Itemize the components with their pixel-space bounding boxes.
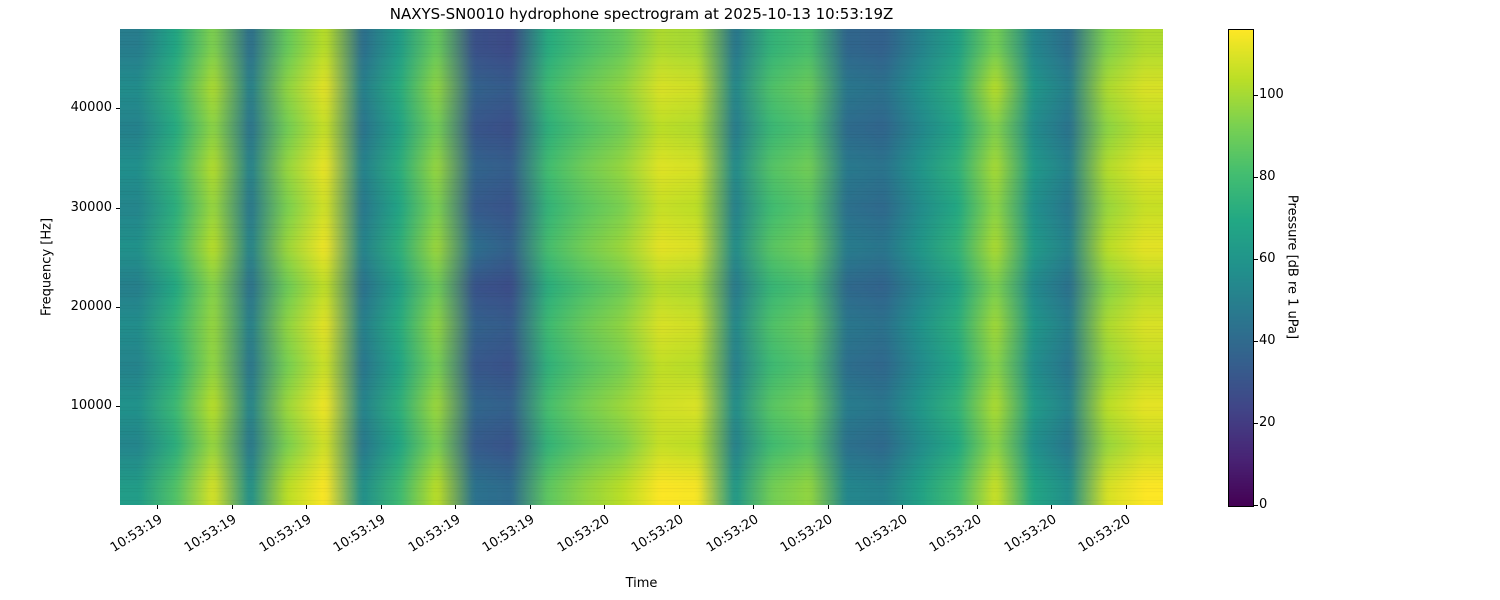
tick-mark	[976, 505, 978, 509]
colorbar-canvas	[1229, 30, 1253, 506]
x-tick-label: 10:53:19	[256, 512, 315, 556]
tick-mark	[753, 505, 755, 509]
x-axis-label: Time	[625, 576, 658, 591]
tick-mark	[1254, 340, 1258, 342]
x-tick-label: 10:53:20	[1001, 512, 1060, 556]
tick-mark	[827, 505, 829, 509]
tick-mark	[1254, 258, 1258, 260]
colorbar-tick-label: 80	[1259, 168, 1276, 184]
tick-mark	[1051, 505, 1053, 509]
tick-mark	[1254, 176, 1258, 178]
x-tick-label: 10:53:20	[1076, 512, 1134, 556]
tick-mark	[157, 505, 159, 509]
colorbar-label: Pressure [dB re 1 uPa]	[1283, 29, 1301, 505]
tick-mark	[678, 505, 680, 509]
x-tick-label: 10:53:20	[778, 512, 836, 556]
tick-mark	[116, 108, 120, 110]
tick-mark	[116, 405, 120, 407]
x-tick-label: 10:53:19	[480, 512, 538, 556]
y-tick-label: 20000	[70, 298, 112, 314]
tick-mark	[116, 306, 120, 308]
tick-mark	[116, 207, 120, 209]
tick-mark	[1254, 505, 1258, 506]
x-tick-label: 10:53:20	[927, 512, 985, 556]
colorbar	[1228, 29, 1254, 507]
tick-mark	[380, 505, 382, 509]
x-tick-label: 10:53:20	[629, 512, 687, 556]
y-tick-label: 30000	[70, 199, 112, 215]
x-tick-label: 10:53:19	[405, 512, 464, 556]
x-tick-label: 10:53:19	[331, 512, 389, 556]
tick-mark	[455, 505, 457, 509]
tick-mark	[1254, 422, 1258, 424]
x-tick-label: 10:53:20	[703, 512, 762, 556]
tick-mark	[1254, 94, 1258, 96]
colorbar-tick-label: 20	[1259, 414, 1276, 430]
colorbar-tick-label: 0	[1259, 497, 1268, 512]
spectrogram-heatmap-canvas	[120, 29, 1163, 505]
y-tick-label: 40000	[70, 100, 112, 116]
tick-mark	[1125, 505, 1127, 509]
colorbar-tick-label: 40	[1259, 332, 1276, 348]
x-tick-label: 10:53:20	[554, 512, 613, 556]
x-tick-label: 10:53:20	[852, 512, 911, 556]
x-tick-label: 10:53:19	[107, 512, 166, 556]
tick-mark	[902, 505, 904, 509]
colorbar-tick-label: 100	[1259, 86, 1284, 102]
tick-mark	[306, 505, 308, 509]
colorbar-label-text: Pressure [dB re 1 uPa]	[1284, 194, 1300, 340]
x-tick-label: 10:53:19	[182, 512, 240, 556]
tick-mark	[604, 505, 606, 509]
y-tick-label: 10000	[70, 397, 112, 413]
tick-mark	[529, 505, 531, 509]
colorbar-tick-label: 60	[1259, 250, 1276, 266]
plot-area	[120, 29, 1163, 505]
chart-title: NAXYS-SN0010 hydrophone spectrogram at 2…	[389, 5, 894, 23]
tick-mark	[231, 505, 233, 509]
